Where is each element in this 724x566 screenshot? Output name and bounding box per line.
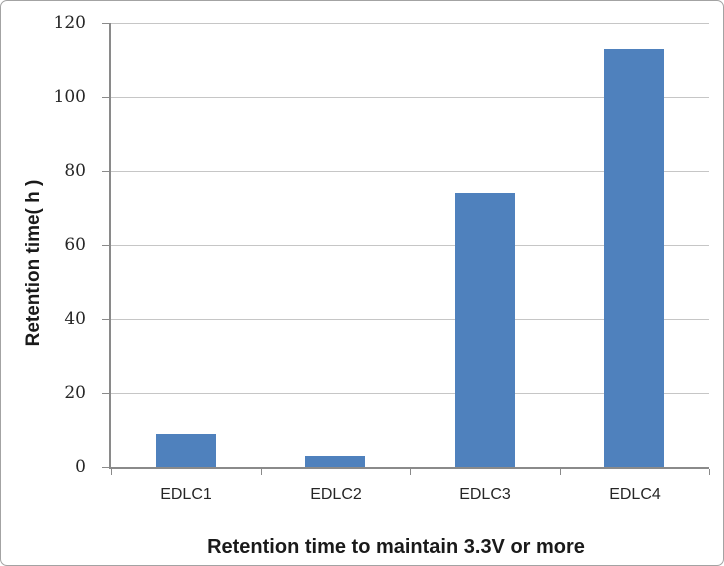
y-tick-label-60: 60	[64, 235, 86, 255]
gridline-60	[111, 245, 709, 246]
gridline-100	[111, 97, 709, 98]
bar-edlc1	[156, 434, 216, 467]
y-tick-40	[102, 319, 109, 320]
y-axis-line	[109, 23, 111, 469]
y-tick-0	[102, 467, 109, 468]
x-category-label-edlc3: EDLC3	[459, 486, 511, 503]
x-category-label-edlc1: EDLC1	[160, 486, 212, 503]
x-axis-line	[109, 467, 709, 469]
x-tick-2	[410, 469, 411, 475]
bar-edlc4	[604, 49, 664, 467]
y-tick-label-120: 120	[53, 13, 86, 33]
x-category-label-edlc4: EDLC4	[609, 486, 661, 503]
y-tick-label-20: 20	[64, 383, 86, 403]
y-tick-label-100: 100	[53, 87, 86, 107]
y-tick-80	[102, 171, 109, 172]
bar-edlc3	[455, 193, 515, 467]
plot-area	[111, 23, 709, 467]
bar-edlc2	[305, 456, 365, 467]
y-tick-20	[102, 393, 109, 394]
x-tick-0	[111, 469, 112, 475]
y-tick-120	[102, 23, 109, 24]
x-category-label-edlc2: EDLC2	[310, 486, 362, 503]
y-tick-label-0: 0	[75, 457, 86, 477]
x-tick-4	[709, 469, 710, 475]
gridline-120	[111, 23, 709, 24]
x-tick-1	[261, 469, 262, 475]
y-tick-60	[102, 245, 109, 246]
gridline-40	[111, 319, 709, 320]
gridline-80	[111, 171, 709, 172]
x-tick-3	[560, 469, 561, 475]
y-tick-label-80: 80	[64, 161, 86, 181]
chart-title: Retention time to maintain 3.3V or more	[207, 536, 585, 558]
gridline-20	[111, 393, 709, 394]
y-tick-label-40: 40	[64, 309, 86, 329]
y-tick-100	[102, 97, 109, 98]
